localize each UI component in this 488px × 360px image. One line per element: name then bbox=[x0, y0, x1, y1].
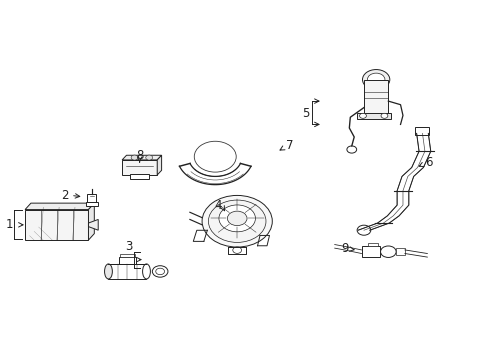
Circle shape bbox=[152, 266, 167, 277]
Circle shape bbox=[194, 141, 236, 172]
Bar bbox=[122, 160, 157, 175]
Bar bbox=[87, 194, 96, 202]
Text: 9: 9 bbox=[341, 242, 348, 255]
Bar bbox=[86, 202, 98, 206]
Circle shape bbox=[156, 268, 164, 275]
Bar bbox=[363, 80, 387, 114]
Circle shape bbox=[219, 205, 255, 232]
Polygon shape bbox=[88, 220, 98, 230]
Polygon shape bbox=[25, 203, 94, 210]
Text: 2: 2 bbox=[61, 189, 69, 202]
Bar bbox=[25, 210, 88, 240]
Circle shape bbox=[232, 247, 241, 253]
Circle shape bbox=[356, 225, 370, 235]
Circle shape bbox=[131, 155, 138, 160]
Bar bbox=[395, 248, 404, 255]
Text: 7: 7 bbox=[285, 139, 293, 152]
Bar bbox=[361, 246, 379, 257]
Bar bbox=[356, 113, 390, 119]
Bar bbox=[120, 254, 135, 257]
Polygon shape bbox=[157, 155, 161, 175]
Text: 8: 8 bbox=[136, 149, 143, 162]
Circle shape bbox=[202, 195, 272, 247]
Circle shape bbox=[359, 113, 366, 118]
Ellipse shape bbox=[104, 264, 112, 279]
Circle shape bbox=[380, 246, 395, 257]
Ellipse shape bbox=[142, 264, 150, 279]
Text: 3: 3 bbox=[124, 240, 132, 253]
Circle shape bbox=[380, 113, 387, 118]
Bar bbox=[414, 127, 428, 135]
Bar bbox=[119, 257, 136, 264]
Text: 1: 1 bbox=[6, 218, 13, 231]
Circle shape bbox=[145, 155, 152, 160]
Bar bbox=[108, 264, 146, 279]
Text: 5: 5 bbox=[302, 107, 309, 120]
Text: 6: 6 bbox=[424, 156, 432, 169]
Circle shape bbox=[208, 200, 265, 242]
Circle shape bbox=[362, 69, 389, 90]
Polygon shape bbox=[88, 203, 94, 240]
Text: 4: 4 bbox=[213, 199, 221, 212]
Circle shape bbox=[366, 73, 384, 86]
Bar bbox=[367, 243, 377, 246]
Circle shape bbox=[227, 211, 246, 226]
Circle shape bbox=[346, 146, 356, 153]
Bar bbox=[130, 174, 149, 179]
Polygon shape bbox=[122, 155, 161, 160]
